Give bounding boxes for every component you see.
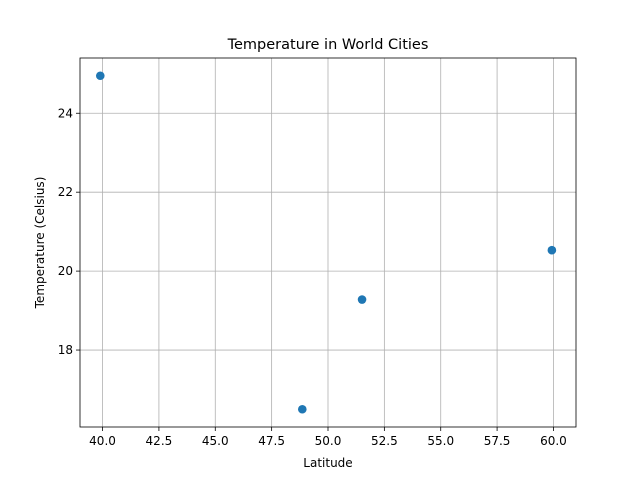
plot-frame	[79, 57, 577, 428]
y-tick-label: 24	[58, 106, 73, 120]
x-tick-label: 50.0	[315, 434, 342, 448]
x-tick-label: 40.0	[89, 434, 116, 448]
y-tick-label: 18	[58, 343, 73, 357]
y-tick-label: 20	[58, 264, 73, 278]
x-tick-label: 52.5	[371, 434, 398, 448]
x-tick-label: 57.5	[484, 434, 511, 448]
x-axis-label: Latitude	[303, 456, 352, 470]
scatter-point	[95, 71, 105, 81]
ticks: 40.0 42.5 45.0 47.5 50.0 52.5 55.0 57.5 60.0 18 20…	[58, 106, 567, 448]
y-tick-label: 22	[58, 185, 73, 199]
x-tick-label: 55.0	[427, 434, 454, 448]
x-tick-label: 60.0	[540, 434, 567, 448]
data-points	[95, 71, 557, 414]
scatter-point	[357, 295, 367, 304]
scatter-point	[547, 245, 557, 255]
scatter-point	[297, 404, 307, 414]
x-tick-label: 45.0	[202, 434, 229, 448]
grid	[80, 58, 576, 427]
chart-title: Temperature in World Cities	[227, 37, 429, 53]
x-tick-label: 47.5	[258, 434, 285, 448]
y-axis-label: Temperature (Celsius)	[33, 177, 47, 310]
x-tick-label: 42.5	[146, 434, 173, 448]
